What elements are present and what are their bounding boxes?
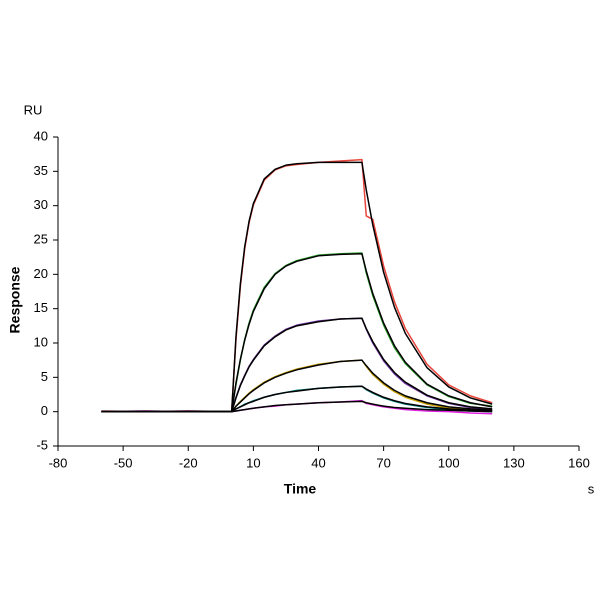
y-tick-label: 25 <box>34 231 48 246</box>
y-tick-label: 10 <box>34 334 48 349</box>
x-tick-label: 70 <box>376 455 390 470</box>
sensorgram-line <box>101 400 493 413</box>
sensorgram-line <box>101 359 493 413</box>
sensorgram-line <box>101 252 493 413</box>
x-tick-label: 40 <box>311 455 325 470</box>
y-tick-label: 40 <box>34 128 48 143</box>
y-tick-label: 30 <box>34 197 48 212</box>
x-unit: s <box>588 481 595 496</box>
x-tick-label: 100 <box>438 455 460 470</box>
sensorgram-line <box>101 161 493 413</box>
x-tick-label: -80 <box>49 455 68 470</box>
y-tick-label: 20 <box>34 266 48 281</box>
x-tick-label: -50 <box>114 455 133 470</box>
x-axis-title: Time <box>284 481 317 497</box>
x-tick-label: 160 <box>568 455 590 470</box>
y-unit: RU <box>24 102 43 117</box>
y-tick-label: -5 <box>36 437 48 452</box>
x-tick-label: 10 <box>246 455 260 470</box>
y-tick-label: 0 <box>41 403 48 418</box>
sensorgram-line <box>101 317 493 413</box>
y-tick-label: 5 <box>41 369 48 384</box>
x-tick-label: 130 <box>503 455 525 470</box>
sensorgram-line <box>101 385 493 413</box>
y-axis-title: Response <box>7 266 23 333</box>
x-tick-label: -20 <box>179 455 198 470</box>
y-tick-label: 15 <box>34 300 48 315</box>
y-tick-label: 35 <box>34 163 48 178</box>
